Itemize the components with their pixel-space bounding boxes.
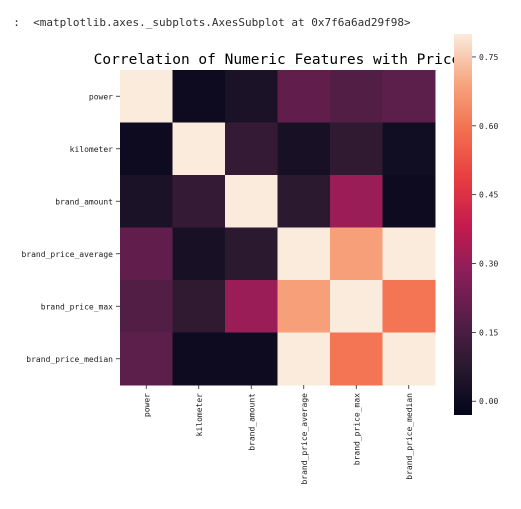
heatmap-cell-brand_price_max-brand_price_average xyxy=(277,280,331,333)
colorbar-tick-label-0: 0.00 xyxy=(479,397,498,406)
heatmap-cell-power-brand_price_max xyxy=(330,70,383,123)
y-tick-label-brand_price_median: brand_price_median xyxy=(26,355,113,364)
heatmap-cell-kilometer-brand_price_average xyxy=(277,122,331,176)
heatmap-cell-kilometer-kilometer xyxy=(172,122,226,176)
heatmap-cell-power-brand_price_average xyxy=(277,70,331,123)
heatmap-cell-kilometer-brand_price_median xyxy=(382,122,436,176)
heatmap-cell-brand_price_median-kilometer xyxy=(172,332,226,386)
heatmap-cell-kilometer-brand_amount xyxy=(225,122,278,176)
heatmap-cell-brand_price_max-kilometer xyxy=(172,280,226,333)
chart-title: Correlation of Numeric Features with Pri… xyxy=(94,52,461,68)
heatmap-cell-power-power xyxy=(120,70,173,123)
heatmap-cell-brand_price_median-brand_amount xyxy=(225,332,278,386)
y-tick-label-kilometer: kilometer xyxy=(70,145,114,154)
output-prompt: : xyxy=(13,16,20,29)
heatmap-cells xyxy=(120,70,436,386)
x-tick-label-power: power xyxy=(142,393,151,417)
y-tick-label-power: power xyxy=(89,92,113,101)
heatmap-cell-brand_amount-brand_amount xyxy=(225,175,278,228)
colorbar-tick-label-3: 0.45 xyxy=(479,191,498,200)
heatmap-cell-brand_amount-brand_price_average xyxy=(277,175,331,228)
colorbar-tick-label-5: 0.75 xyxy=(479,53,498,62)
x-tick-labels: power kilometer brand_amount brand_price_av… xyxy=(142,385,414,485)
heatmap-cell-brand_price_median-brand_price_average xyxy=(277,332,331,386)
heatmap-cell-brand_price_median-brand_price_median xyxy=(382,332,436,386)
heatmap-cell-power-brand_amount xyxy=(225,70,278,123)
heatmap-cell-brand_price_average-brand_price_median xyxy=(382,227,436,281)
heatmap-cell-brand_price_max-power xyxy=(120,280,173,333)
output-repr: : <matplotlib.axes._subplots.AxesSubplot… xyxy=(0,3,411,29)
colorbar: 0.00 0.15 0.30 0.45 0.60 0.75 xyxy=(454,34,498,415)
heatmap-cell-brand_price_max-brand_price_median xyxy=(382,280,436,333)
colorbar-tick-label-4: 0.60 xyxy=(479,122,498,131)
heatmap-cell-brand_price_average-kilometer xyxy=(172,227,226,281)
heatmap-cell-brand_amount-brand_price_max xyxy=(330,175,383,228)
heatmap-cell-brand_price_max-brand_price_max xyxy=(330,280,383,333)
y-tick-label-brand_price_max: brand_price_max xyxy=(41,302,113,311)
heatmap-cell-power-kilometer xyxy=(172,70,226,123)
x-tick-label-brand_amount: brand_amount xyxy=(247,393,256,451)
heatmap-cell-brand_price_median-power xyxy=(120,332,173,386)
heatmap-cell-brand_price_average-brand_price_average xyxy=(277,227,331,281)
heatmap-cell-power-brand_price_median xyxy=(382,70,436,123)
colorbar-gradient xyxy=(454,34,472,415)
y-tick-label-brand_amount: brand_amount xyxy=(55,197,113,206)
heatmap-cell-kilometer-power xyxy=(120,122,173,176)
x-tick-label-brand_price_max: brand_price_max xyxy=(352,393,361,465)
colorbar-tick-label-1: 0.15 xyxy=(479,328,498,337)
colorbar-ticks: 0.00 0.15 0.30 0.45 0.60 0.75 xyxy=(472,53,498,406)
heatmap-cell-brand_amount-power xyxy=(120,175,173,228)
heatmap-cell-kilometer-brand_price_max xyxy=(330,122,383,176)
x-tick-label-brand_price_median: brand_price_median xyxy=(405,393,414,480)
colorbar-tick-label-2: 0.30 xyxy=(479,260,498,269)
y-tick-labels: power kilometer brand_amount brand_price_av… xyxy=(21,92,120,364)
heatmap-cell-brand_price_average-power xyxy=(120,227,173,281)
heatmap-cell-brand_price_average-brand_amount xyxy=(225,227,278,281)
x-tick-label-brand_price_average: brand_price_average xyxy=(300,393,309,485)
heatmap-cell-brand_amount-kilometer xyxy=(172,175,226,228)
output-repr-text: <matplotlib.axes._subplots.AxesSubplot a… xyxy=(33,16,411,29)
heatmap-cell-brand_amount-brand_price_median xyxy=(382,175,436,228)
y-tick-label-brand_price_average: brand_price_average xyxy=(21,250,113,259)
heatmap-cell-brand_price_max-brand_amount xyxy=(225,280,278,333)
heatmap-cell-brand_price_average-brand_price_max xyxy=(330,227,383,281)
x-tick-label-kilometer: kilometer xyxy=(195,393,204,437)
heatmap-cell-brand_price_median-brand_price_max xyxy=(330,332,383,386)
